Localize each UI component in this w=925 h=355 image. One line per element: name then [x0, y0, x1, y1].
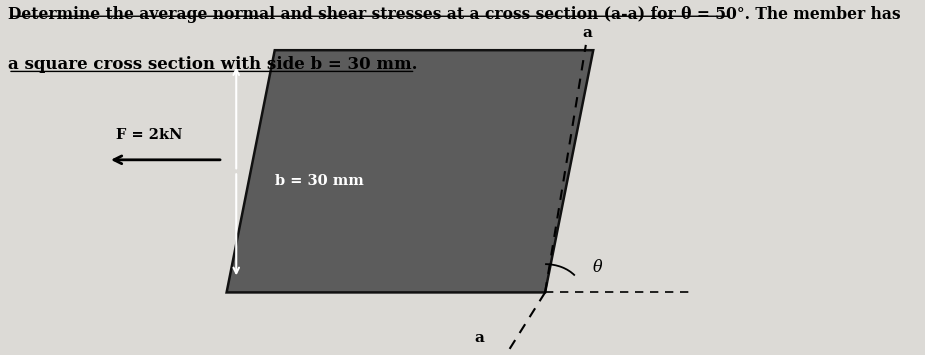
Text: a square cross section with side b = 30 mm.: a square cross section with side b = 30 … — [8, 55, 417, 72]
Text: Determine the average normal and shear stresses at a cross section (a-a) for θ =: Determine the average normal and shear s… — [8, 6, 901, 23]
Text: a: a — [475, 332, 485, 345]
Polygon shape — [227, 50, 593, 293]
Text: F = 2kN: F = 2kN — [116, 128, 182, 142]
Text: a: a — [582, 26, 592, 39]
Text: θ: θ — [593, 259, 603, 276]
Text: b = 30 mm: b = 30 mm — [275, 174, 364, 188]
